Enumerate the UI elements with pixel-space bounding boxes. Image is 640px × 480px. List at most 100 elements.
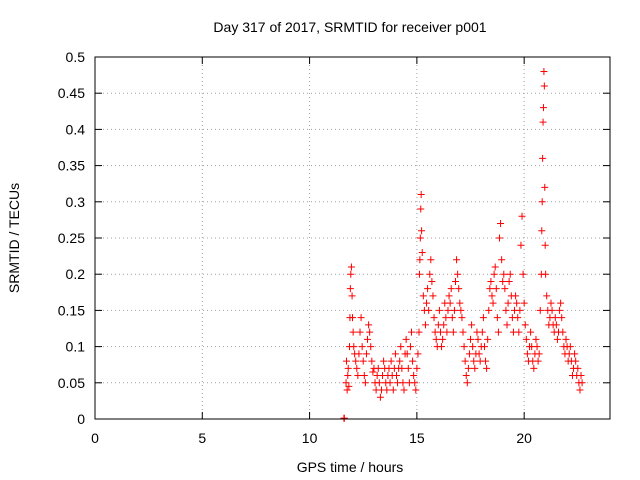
data-point [459,328,467,336]
data-point [450,306,458,314]
data-point [368,357,376,365]
data-point [344,372,352,380]
y-axis-label: SRMTID / TECUs [6,183,22,293]
data-point [449,328,457,336]
data-point [495,234,503,242]
data-point [418,227,426,235]
data-point [541,183,549,191]
data-point [411,379,419,387]
y-tick-label: 0.5 [66,49,86,65]
data-point [470,357,478,365]
data-point [453,256,461,264]
data-point [415,328,423,336]
data-point [426,270,434,278]
data-point [522,335,530,343]
data-point [380,357,388,365]
data-point [419,292,427,300]
data-point [523,350,531,358]
data-point [471,364,479,372]
data-point [375,379,383,387]
data-point [578,379,586,387]
data-point [547,299,555,307]
data-point [349,314,356,322]
data-point [409,357,417,365]
y-tick-label: 0.05 [58,375,85,391]
data-points [340,67,586,422]
data-point [576,386,584,394]
data-point [415,270,423,278]
data-point [571,350,579,358]
y-tick-label: 0.25 [58,230,85,246]
data-point [369,368,377,376]
data-point [536,306,544,314]
data-point [392,372,400,380]
data-point [349,328,357,336]
y-tick-label: 0 [77,411,85,427]
data-point [414,350,422,358]
x-tick-label: 5 [198,430,206,446]
data-point [344,364,352,372]
data-point [500,270,508,278]
data-point [367,343,375,351]
data-point [365,321,373,329]
data-point [540,67,548,75]
data-point [456,299,464,307]
data-point [493,314,501,322]
data-point [558,314,566,322]
x-tick-label: 10 [302,430,318,446]
data-point [535,350,543,358]
data-point [400,386,408,394]
data-point [383,386,391,394]
data-point [348,292,356,300]
data-point [430,314,438,322]
data-point [527,328,535,336]
data-point [454,270,462,278]
data-point [387,357,395,365]
data-point [424,285,432,293]
data-point [340,414,348,422]
data-point [413,364,421,372]
data-point [506,270,514,278]
data-point [520,299,528,307]
data-point [498,256,506,264]
data-point [342,357,350,365]
data-point [461,357,469,365]
data-point [497,220,505,228]
data-point [556,306,564,314]
data-point [440,321,448,329]
data-point [469,343,477,351]
data-point [444,306,452,314]
data-point [552,321,560,329]
data-point [436,328,444,336]
data-point [533,343,541,351]
data-point [480,343,488,351]
data-point [503,321,511,329]
data-point [484,335,492,343]
data-point [416,234,424,242]
data-point [386,379,394,387]
data-point [572,357,580,365]
x-tick-label: 15 [409,430,425,446]
data-point [483,364,491,372]
data-point [539,154,547,162]
data-point [402,335,410,343]
data-point [504,299,512,307]
data-point [485,306,493,314]
data-point [417,191,425,199]
data-point [538,198,546,206]
data-point [513,299,521,307]
data-point [354,372,362,380]
data-point [418,248,426,256]
data-point [566,343,574,351]
data-point [468,321,476,329]
data-point [352,357,360,365]
data-point [406,343,414,351]
data-point [490,270,498,278]
x-tick-label: 20 [516,430,532,446]
data-point [399,379,407,387]
data-point [512,292,520,300]
data-point [396,357,404,365]
data-point [463,379,471,387]
data-point [428,277,436,285]
data-point [423,299,431,307]
